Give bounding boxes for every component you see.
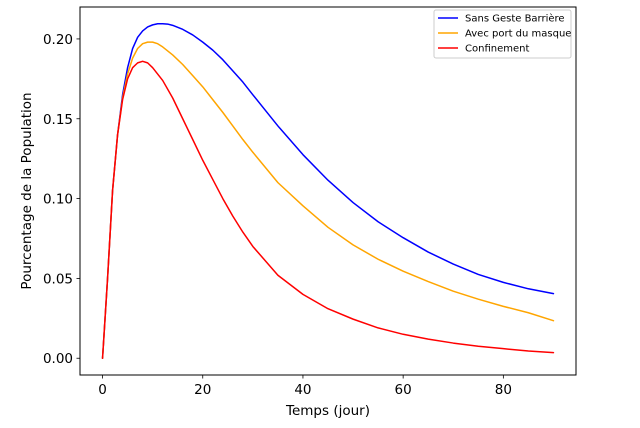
plot-frame — [79, 6, 577, 376]
x-tick-label: 80 — [495, 382, 512, 398]
y-tick-label: 0.20 — [43, 32, 73, 48]
x-axis-label: Temps (jour) — [285, 403, 370, 419]
series-line-2 — [101, 41, 555, 359]
x-tick-label: 60 — [395, 382, 412, 398]
legend-box — [433, 9, 572, 59]
legend: Sans Geste Barrière Avec port du masque Co… — [433, 9, 572, 59]
y-axis-ticks: 0.00 0.05 0.10 0.15 0.20 — [43, 32, 80, 367]
series-layer — [101, 23, 555, 359]
series-line-3 — [101, 60, 555, 359]
y-tick-label: 0.00 — [43, 351, 73, 367]
legend-label: Confinement — [465, 44, 529, 55]
legend-label: Avec port du masque — [465, 29, 571, 40]
legend-items: Sans Geste Barrière Avec port du masque Co… — [438, 13, 571, 55]
legend-label: Sans Geste Barrière — [465, 13, 565, 25]
series-line-1 — [101, 23, 555, 359]
y-axis-label: Pourcentage de la Population — [19, 92, 35, 289]
x-tick-label: 40 — [294, 382, 311, 398]
x-tick-label: 20 — [194, 382, 211, 398]
x-tick-label: 0 — [98, 382, 107, 398]
y-tick-label: 0.10 — [43, 192, 73, 208]
y-tick-label: 0.15 — [43, 112, 73, 128]
x-axis-ticks: 0 20 40 60 80 — [98, 375, 512, 398]
y-tick-label: 0.05 — [43, 271, 73, 287]
